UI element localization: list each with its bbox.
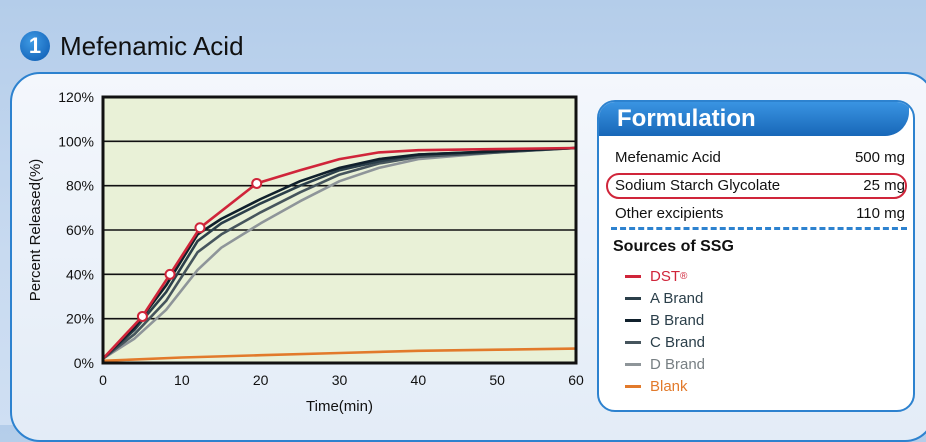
legend-label: A Brand: [650, 290, 704, 307]
dissolution-chart: 0% 20% 40% 60% 80% 100% 120% 0 10 20 30 40 50 60 Time(…: [27, 89, 584, 415]
x-tick-label: 40: [411, 372, 427, 388]
series-line-b-brand: [102, 146, 577, 360]
data-point-marker: [136, 310, 148, 322]
legend-swatch: [625, 297, 641, 300]
series-line-c-brand: [102, 146, 577, 360]
series-line-dst-: [102, 146, 577, 360]
legend-item: B Brand: [625, 312, 704, 329]
formulation-row-highlighted: Sodium Starch Glycolate 25 mg: [615, 177, 905, 194]
data-point-marker: [251, 177, 263, 189]
x-tick-label: 30: [332, 372, 348, 388]
y-tick-label: 100%: [58, 133, 94, 149]
y-axis-label: Percent Released(%): [27, 159, 44, 302]
legend-item: C Brand: [625, 334, 705, 351]
y-tick-label: 20%: [66, 311, 94, 327]
formulation-title: Formulation: [599, 102, 909, 136]
legend-swatch: [625, 275, 641, 278]
section-number-badge: 1: [20, 31, 50, 61]
page-header: 1 Mefenamic Acid: [20, 28, 244, 64]
y-tick-label: 0%: [74, 355, 94, 371]
y-tick-label: 40%: [66, 266, 94, 282]
highlight-ring: [606, 173, 907, 199]
formulation-row: Mefenamic Acid 500 mg: [615, 149, 905, 166]
data-point-marker: [194, 222, 206, 234]
ingredient-amount: 110 mg: [856, 205, 905, 222]
legend-item: DST ®: [625, 268, 687, 285]
legend-item: D Brand: [625, 356, 705, 373]
page-title: Mefenamic Acid: [60, 30, 244, 61]
legend-label: DST: [650, 268, 680, 285]
x-tick-label: 60: [568, 372, 584, 388]
formulation-row: Other excipients 110 mg: [615, 205, 905, 222]
x-tick-label: 0: [99, 372, 107, 388]
sources-title: Sources of SSG: [613, 238, 734, 255]
legend-item: A Brand: [625, 290, 703, 307]
series-line-d-brand: [102, 146, 577, 360]
x-axis-label: Time(min): [306, 398, 373, 415]
legend-swatch: [625, 363, 641, 366]
ingredient-name: Sodium Starch Glycolate: [615, 177, 781, 194]
x-tick-label: 50: [489, 372, 505, 388]
legend-label: D Brand: [650, 356, 706, 373]
x-tick-label: 20: [253, 372, 269, 388]
data-point-marker: [164, 268, 176, 280]
y-tick-label: 120%: [58, 89, 94, 105]
formulation-box: Formulation Mefenamic Acid 500 mg Sodium…: [597, 100, 915, 412]
ingredient-name: Mefenamic Acid: [615, 149, 721, 166]
ingredient-amount: 500 mg: [854, 149, 905, 166]
legend-item: Blank: [625, 378, 688, 395]
ingredient-amount: 25 mg: [863, 177, 905, 194]
legend-swatch: [625, 385, 641, 388]
legend-swatch: [625, 319, 641, 322]
x-tick-label: 10: [174, 372, 190, 388]
series-line-blank: [102, 347, 577, 363]
legend-label: C Brand: [650, 334, 706, 351]
y-tick-label: 60%: [66, 222, 94, 238]
plot-frame: [101, 95, 578, 365]
legend-label: B Brand: [650, 312, 705, 329]
legend-label: Blank: [650, 378, 688, 395]
dashed-divider: [611, 227, 907, 230]
ingredient-name: Other excipients: [615, 205, 724, 222]
legend-swatch: [625, 341, 641, 344]
y-tick-label: 80%: [66, 178, 94, 194]
legend-superscript: ®: [680, 271, 688, 282]
